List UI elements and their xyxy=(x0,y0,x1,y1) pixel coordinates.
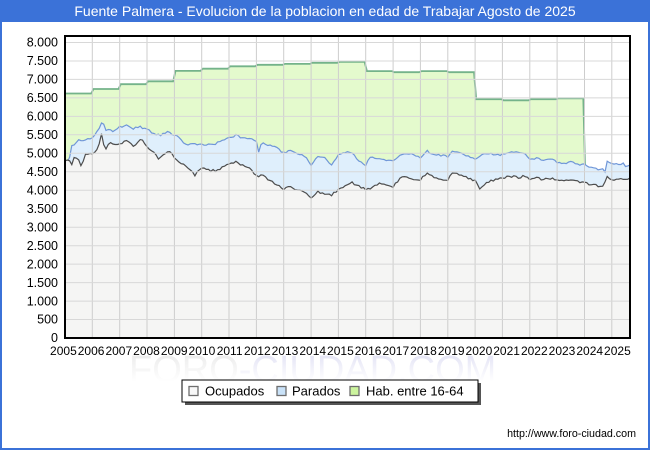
svg-text:2006: 2006 xyxy=(78,344,105,358)
svg-text:2011: 2011 xyxy=(217,344,243,358)
svg-text:2005: 2005 xyxy=(50,344,77,358)
svg-text:5.000: 5.000 xyxy=(27,147,58,161)
svg-text:Hab. entre 16-64: Hab. entre 16-64 xyxy=(366,384,464,399)
svg-text:5.500: 5.500 xyxy=(27,128,58,142)
svg-text:2015: 2015 xyxy=(327,344,354,358)
svg-text:6.000: 6.000 xyxy=(27,110,58,124)
svg-text:Ocupados: Ocupados xyxy=(205,384,265,399)
svg-text:2024: 2024 xyxy=(576,344,603,358)
svg-text:Fuente Palmera - Evolucion de: Fuente Palmera - Evolucion de la poblaci… xyxy=(74,3,575,19)
svg-text:2012: 2012 xyxy=(244,344,271,358)
svg-text:8.000: 8.000 xyxy=(27,36,58,50)
svg-text:2022: 2022 xyxy=(521,344,548,358)
svg-text:2009: 2009 xyxy=(161,344,188,358)
svg-text:6.500: 6.500 xyxy=(27,91,58,105)
svg-text:2017: 2017 xyxy=(382,344,409,358)
svg-text:2008: 2008 xyxy=(133,344,160,358)
svg-text:http://www.foro-ciudad.com: http://www.foro-ciudad.com xyxy=(507,428,636,440)
svg-text:2018: 2018 xyxy=(410,344,437,358)
svg-text:1.000: 1.000 xyxy=(27,294,58,308)
svg-text:2021: 2021 xyxy=(493,344,520,358)
svg-text:2007: 2007 xyxy=(105,344,132,358)
svg-text:2025: 2025 xyxy=(604,344,631,358)
svg-text:3.000: 3.000 xyxy=(27,220,58,234)
svg-text:2.000: 2.000 xyxy=(27,257,58,271)
svg-text:7.000: 7.000 xyxy=(27,73,58,87)
svg-text:2010: 2010 xyxy=(189,344,216,358)
svg-text:2013: 2013 xyxy=(272,344,299,358)
svg-text:2.500: 2.500 xyxy=(27,239,58,253)
svg-text:2023: 2023 xyxy=(549,344,576,358)
svg-text:0: 0 xyxy=(51,331,58,345)
svg-text:4.000: 4.000 xyxy=(27,183,58,197)
svg-text:3.500: 3.500 xyxy=(27,202,58,216)
svg-text:2019: 2019 xyxy=(438,344,465,358)
svg-text:2014: 2014 xyxy=(299,344,326,358)
svg-text:2016: 2016 xyxy=(355,344,382,358)
svg-text:7.500: 7.500 xyxy=(27,54,58,68)
svg-text:4.500: 4.500 xyxy=(27,165,58,179)
svg-text:2020: 2020 xyxy=(466,344,493,358)
svg-text:500: 500 xyxy=(37,313,58,327)
svg-text:1.500: 1.500 xyxy=(27,276,58,290)
svg-text:Parados: Parados xyxy=(292,384,341,399)
